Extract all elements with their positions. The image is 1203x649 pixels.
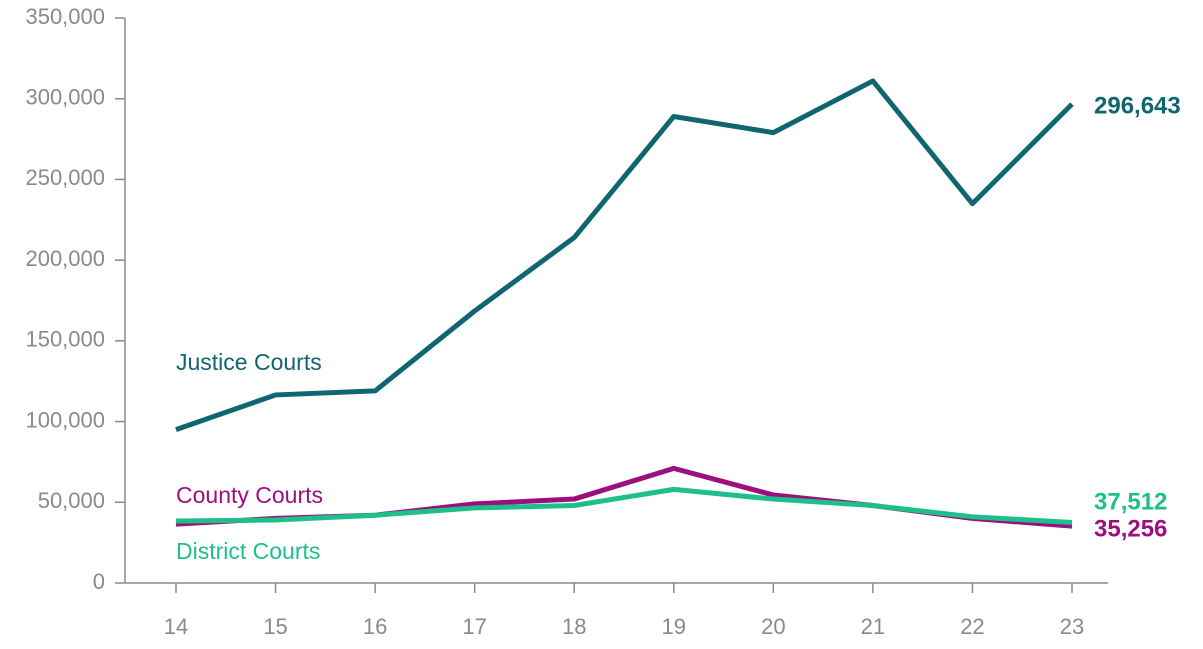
y-tick-label: 350,000 bbox=[25, 4, 105, 29]
x-tick-label: 17 bbox=[462, 614, 486, 639]
series-label: Justice Courts bbox=[176, 349, 322, 375]
x-tick-label: 22 bbox=[960, 614, 984, 639]
series-label: District Courts bbox=[176, 538, 320, 564]
series-label: County Courts bbox=[176, 482, 323, 508]
y-tick-label: 200,000 bbox=[25, 246, 105, 271]
x-tick-label: 21 bbox=[861, 614, 885, 639]
y-tick-label: 250,000 bbox=[25, 165, 105, 190]
x-tick-label: 14 bbox=[164, 614, 188, 639]
value-label: 37,512 bbox=[1094, 488, 1167, 515]
x-tick-label: 23 bbox=[1060, 614, 1084, 639]
y-tick-label: 150,000 bbox=[25, 327, 105, 352]
y-tick-label: 100,000 bbox=[25, 407, 105, 432]
x-tick-label: 16 bbox=[363, 614, 387, 639]
x-tick-label: 20 bbox=[761, 614, 785, 639]
y-tick-label: 0 bbox=[93, 569, 105, 594]
series-line bbox=[175, 486, 1073, 525]
y-tick-label: 50,000 bbox=[38, 488, 105, 513]
x-tick-label: 18 bbox=[562, 614, 586, 639]
value-label: 296,643 bbox=[1094, 92, 1181, 119]
x-tick-label: 15 bbox=[263, 614, 287, 639]
series-line bbox=[175, 78, 1074, 433]
y-tick-label: 300,000 bbox=[25, 85, 105, 110]
x-tick-label: 19 bbox=[662, 614, 686, 639]
value-label: 35,256 bbox=[1094, 515, 1167, 542]
